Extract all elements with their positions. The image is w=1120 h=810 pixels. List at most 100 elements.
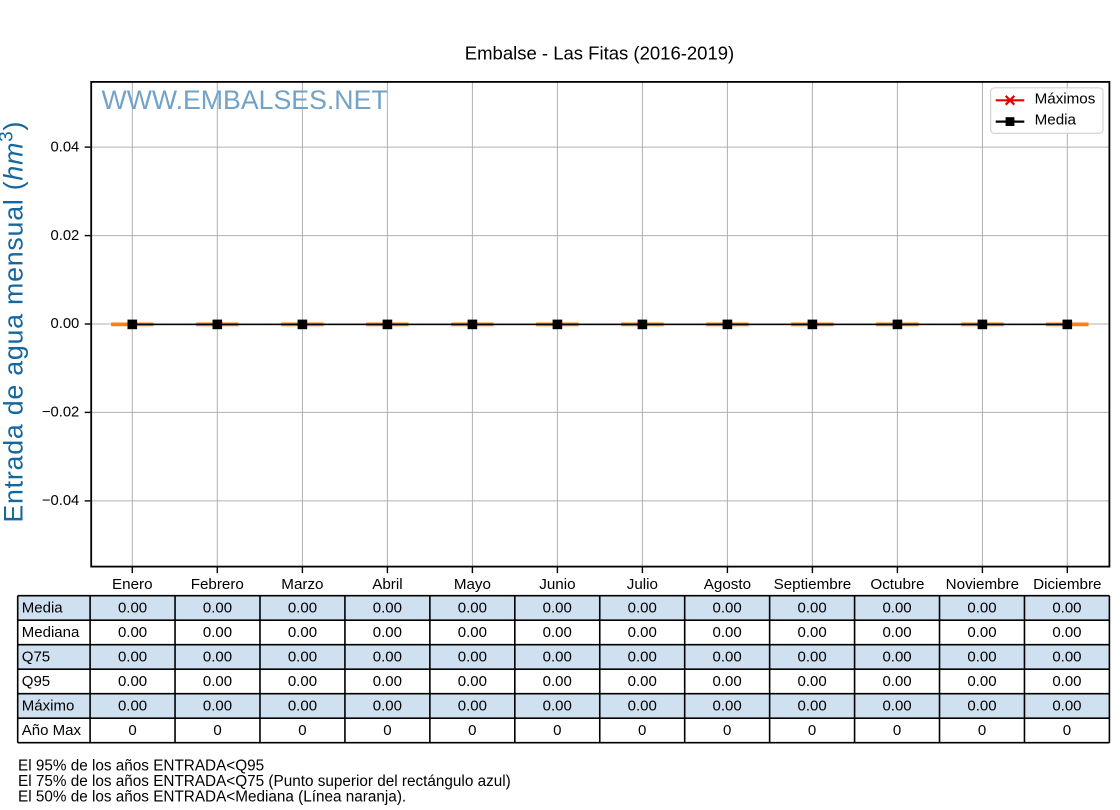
svg-text:0.00: 0.00 bbox=[882, 599, 911, 616]
svg-text:Diciembre: Diciembre bbox=[1033, 576, 1101, 593]
svg-text:Máximos: Máximos bbox=[1035, 91, 1096, 108]
svg-text:0: 0 bbox=[893, 722, 901, 739]
svg-text:0.00: 0.00 bbox=[882, 624, 911, 641]
svg-text:0.00: 0.00 bbox=[458, 624, 487, 641]
svg-text:0.00: 0.00 bbox=[543, 599, 572, 616]
svg-text:0.00: 0.00 bbox=[1052, 673, 1081, 690]
svg-text:0: 0 bbox=[128, 722, 136, 739]
svg-text:0.00: 0.00 bbox=[203, 648, 232, 665]
svg-text:WWW.EMBALSES.NET: WWW.EMBALSES.NET bbox=[102, 85, 388, 115]
svg-text:0.00: 0.00 bbox=[50, 316, 79, 332]
svg-text:0.00: 0.00 bbox=[797, 648, 826, 665]
svg-text:0.00: 0.00 bbox=[458, 697, 487, 714]
svg-text:0: 0 bbox=[638, 722, 646, 739]
svg-text:0.00: 0.00 bbox=[203, 673, 232, 690]
svg-text:Año Max: Año Max bbox=[22, 722, 82, 739]
svg-text:0.00: 0.00 bbox=[967, 673, 996, 690]
svg-text:0.00: 0.00 bbox=[1052, 648, 1081, 665]
svg-text:0.00: 0.00 bbox=[288, 624, 317, 641]
svg-text:0.00: 0.00 bbox=[882, 697, 911, 714]
svg-text:0.00: 0.00 bbox=[118, 673, 147, 690]
svg-text:Mayo: Mayo bbox=[454, 576, 491, 593]
svg-text:0.00: 0.00 bbox=[118, 599, 147, 616]
svg-text:0.00: 0.00 bbox=[967, 648, 996, 665]
svg-text:Media: Media bbox=[22, 599, 64, 616]
svg-text:0: 0 bbox=[808, 722, 816, 739]
svg-text:El 95% de los años ENTRADA<Q95: El 95% de los años ENTRADA<Q95 bbox=[18, 757, 264, 774]
svg-text:0.00: 0.00 bbox=[713, 673, 742, 690]
svg-text:0.00: 0.00 bbox=[713, 624, 742, 641]
svg-text:0.00: 0.00 bbox=[797, 697, 826, 714]
svg-text:0.00: 0.00 bbox=[797, 673, 826, 690]
svg-text:Media: Media bbox=[1035, 112, 1077, 129]
svg-text:0: 0 bbox=[723, 722, 731, 739]
svg-text:0.00: 0.00 bbox=[713, 697, 742, 714]
svg-text:El 50% de los años ENTRADA<Med: El 50% de los años ENTRADA<Mediana (Líne… bbox=[18, 788, 406, 805]
svg-text:Q75: Q75 bbox=[22, 648, 50, 665]
svg-text:Junio: Junio bbox=[539, 576, 575, 593]
svg-text:0.00: 0.00 bbox=[203, 697, 232, 714]
svg-text:0.00: 0.00 bbox=[967, 599, 996, 616]
svg-text:0.00: 0.00 bbox=[1052, 697, 1081, 714]
svg-text:0.00: 0.00 bbox=[713, 648, 742, 665]
svg-text:0.00: 0.00 bbox=[882, 673, 911, 690]
svg-text:0.00: 0.00 bbox=[458, 673, 487, 690]
svg-text:0.00: 0.00 bbox=[543, 624, 572, 641]
svg-text:Octubre: Octubre bbox=[870, 576, 924, 593]
svg-text:0.00: 0.00 bbox=[543, 673, 572, 690]
svg-text:0.00: 0.00 bbox=[713, 599, 742, 616]
svg-text:0: 0 bbox=[978, 722, 986, 739]
svg-text:−0.02: −0.02 bbox=[42, 405, 79, 421]
svg-text:0.00: 0.00 bbox=[118, 648, 147, 665]
svg-text:0.00: 0.00 bbox=[288, 673, 317, 690]
svg-text:0.00: 0.00 bbox=[458, 648, 487, 665]
svg-text:−0.04: −0.04 bbox=[42, 493, 79, 509]
svg-text:0.00: 0.00 bbox=[373, 673, 402, 690]
svg-text:0.00: 0.00 bbox=[1052, 599, 1081, 616]
svg-text:Noviembre: Noviembre bbox=[946, 576, 1019, 593]
svg-text:0.00: 0.00 bbox=[373, 624, 402, 641]
svg-text:0.00: 0.00 bbox=[628, 697, 657, 714]
svg-text:0.00: 0.00 bbox=[543, 697, 572, 714]
svg-text:Embalse - Las Fitas (2016-2019: Embalse - Las Fitas (2016-2019) bbox=[465, 42, 734, 63]
svg-text:0.00: 0.00 bbox=[628, 673, 657, 690]
svg-text:Septiembre: Septiembre bbox=[774, 576, 852, 593]
svg-text:0.00: 0.00 bbox=[203, 624, 232, 641]
svg-text:Marzo: Marzo bbox=[281, 576, 323, 593]
svg-text:Mediana: Mediana bbox=[22, 624, 80, 641]
svg-text:0: 0 bbox=[1063, 722, 1071, 739]
svg-text:0.00: 0.00 bbox=[373, 599, 402, 616]
svg-text:Entrada de agua mensual (hm3): Entrada de agua mensual (hm3) bbox=[0, 121, 29, 523]
svg-text:0: 0 bbox=[468, 722, 476, 739]
svg-text:0.02: 0.02 bbox=[50, 228, 79, 244]
svg-text:0.00: 0.00 bbox=[373, 697, 402, 714]
svg-text:0.00: 0.00 bbox=[373, 648, 402, 665]
svg-text:0.00: 0.00 bbox=[543, 648, 572, 665]
svg-text:Febrero: Febrero bbox=[191, 576, 244, 593]
svg-text:0.00: 0.00 bbox=[628, 624, 657, 641]
svg-text:0.00: 0.00 bbox=[1052, 624, 1081, 641]
svg-text:0: 0 bbox=[213, 722, 221, 739]
svg-text:0.00: 0.00 bbox=[628, 648, 657, 665]
svg-text:0: 0 bbox=[383, 722, 391, 739]
svg-text:0.00: 0.00 bbox=[458, 599, 487, 616]
svg-text:Q95: Q95 bbox=[22, 673, 50, 690]
svg-text:0.00: 0.00 bbox=[628, 599, 657, 616]
svg-text:0: 0 bbox=[553, 722, 561, 739]
svg-text:0.00: 0.00 bbox=[882, 648, 911, 665]
svg-text:0.00: 0.00 bbox=[797, 599, 826, 616]
svg-text:0.00: 0.00 bbox=[967, 624, 996, 641]
svg-text:Máximo: Máximo bbox=[22, 697, 75, 714]
svg-text:0.00: 0.00 bbox=[967, 697, 996, 714]
svg-text:0.00: 0.00 bbox=[203, 599, 232, 616]
svg-text:Abril: Abril bbox=[372, 576, 402, 593]
svg-text:0.00: 0.00 bbox=[797, 624, 826, 641]
svg-text:0.00: 0.00 bbox=[118, 697, 147, 714]
svg-text:0: 0 bbox=[298, 722, 306, 739]
svg-text:0.00: 0.00 bbox=[118, 624, 147, 641]
svg-text:0.00: 0.00 bbox=[288, 648, 317, 665]
svg-text:Julio: Julio bbox=[627, 576, 658, 593]
svg-text:Enero: Enero bbox=[112, 576, 153, 593]
svg-text:El 75% de los años ENTRADA<Q75: El 75% de los años ENTRADA<Q75 (Punto su… bbox=[18, 773, 511, 790]
svg-text:0.00: 0.00 bbox=[288, 599, 317, 616]
